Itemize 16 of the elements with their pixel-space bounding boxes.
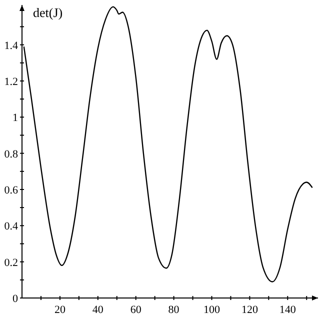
y-axis-title: det(J): [33, 5, 63, 20]
x-tick-label: 140: [279, 304, 296, 316]
y-tick-label: 0.4: [4, 220, 18, 233]
x-tick-label: 20: [54, 304, 66, 316]
x-tick-label: 80: [168, 304, 180, 316]
x-tick-label: 40: [92, 304, 104, 316]
y-tick-label: 1: [12, 112, 18, 124]
y-tick-label: 0.6: [4, 184, 18, 196]
x-tick-label: 120: [241, 304, 258, 316]
y-tick-label: 0: [12, 293, 18, 305]
y-tick-label: 1.4: [4, 40, 18, 52]
y-tick-label: 1.2: [4, 76, 18, 88]
x-tick-label: 100: [203, 304, 220, 316]
x-tick-label: 60: [130, 304, 142, 316]
y-tick-label: 0.2: [4, 256, 18, 269]
y-tick-label: 0.8: [4, 148, 18, 160]
